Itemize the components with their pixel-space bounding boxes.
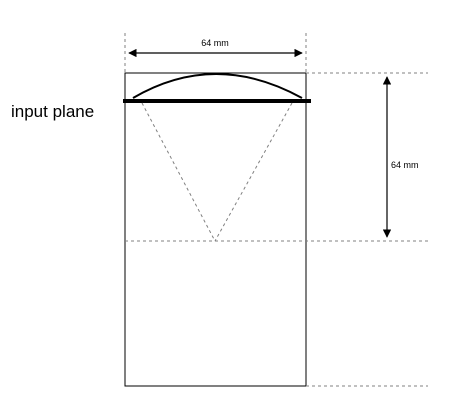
- lens-curve: [132, 73, 303, 99]
- input-plane-label: input plane: [11, 102, 94, 121]
- top-dimension-label: 64 mm: [201, 38, 229, 48]
- cone-right-line: [214, 102, 293, 242]
- side-dimension-label: 64 mm: [391, 160, 419, 170]
- detector-box: [124, 72, 307, 387]
- cone-left-line: [141, 102, 216, 242]
